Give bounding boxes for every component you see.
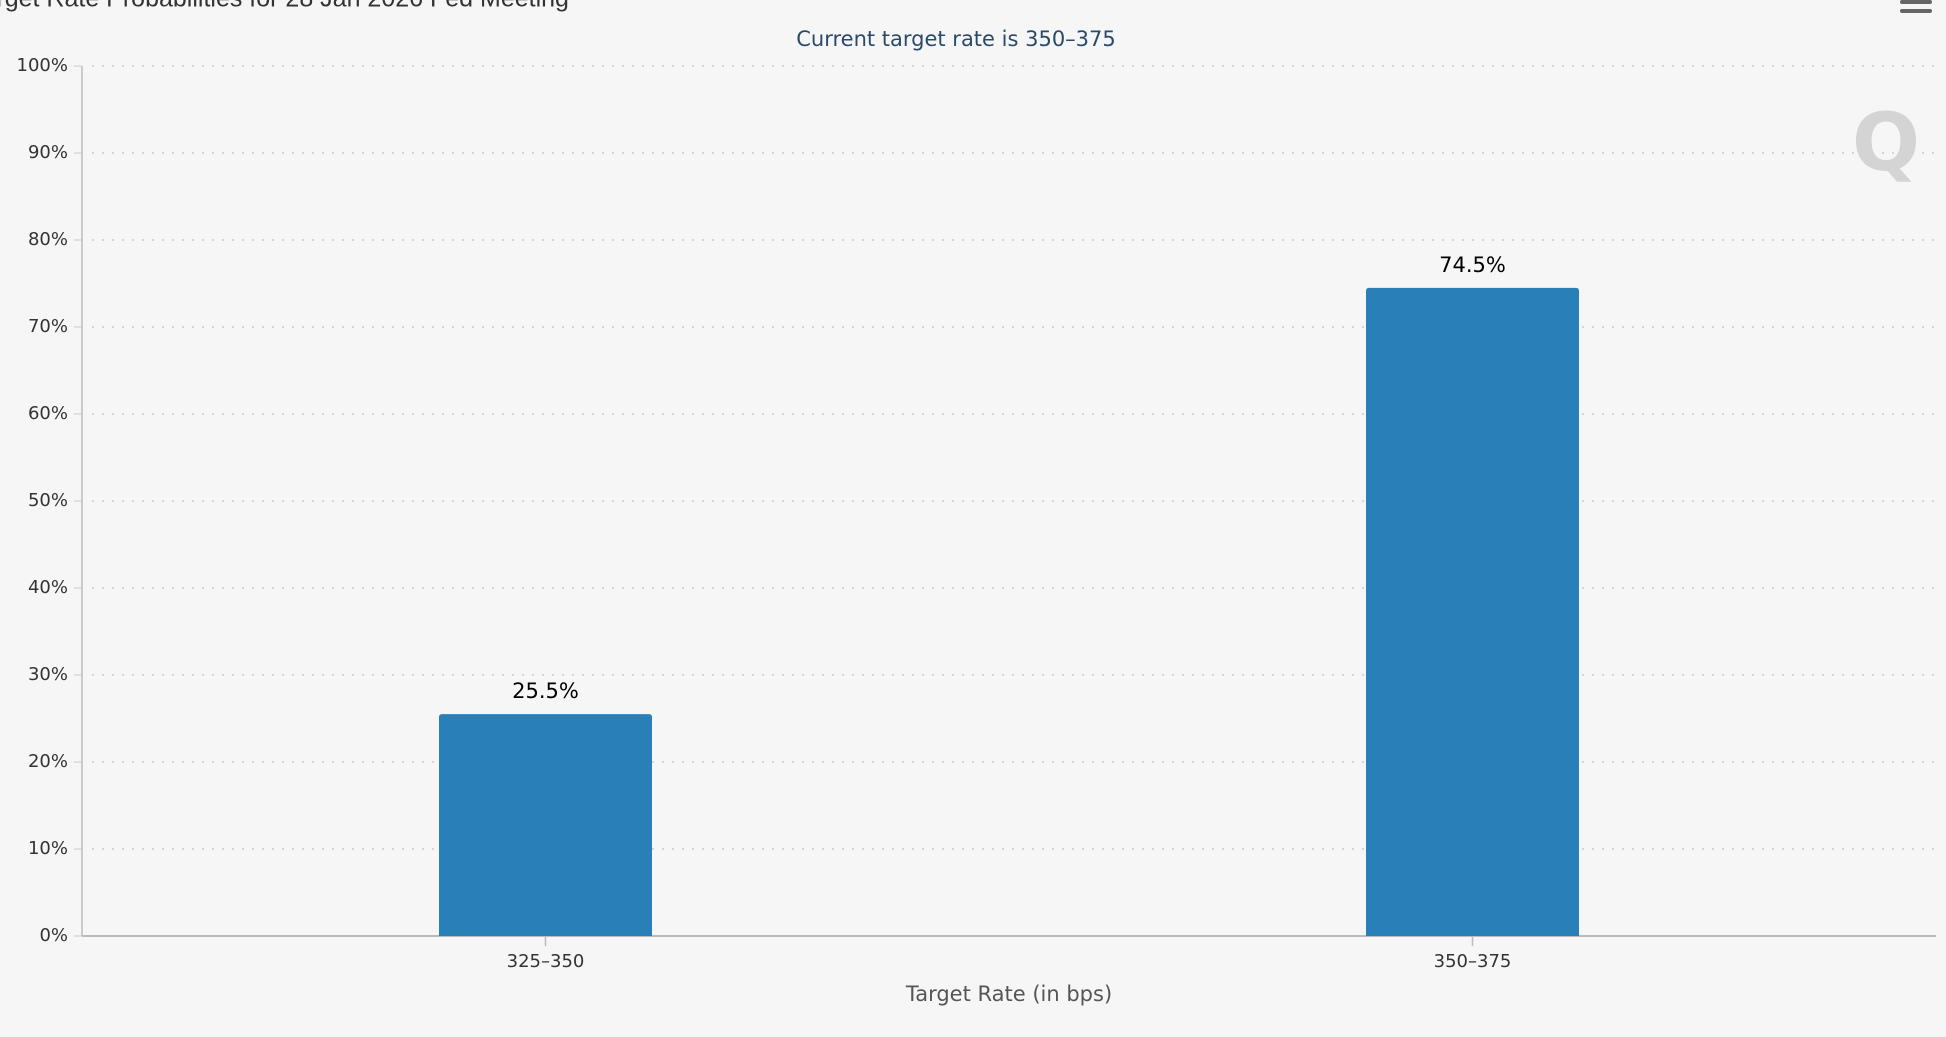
data-label: 25.5%: [512, 679, 579, 703]
y-tick-label: 80%: [28, 229, 68, 250]
bar: [439, 714, 652, 936]
y-tick-label: 90%: [28, 142, 68, 163]
menu-bar[interactable]: [1900, 0, 1932, 4]
y-tick-label: 30%: [28, 664, 68, 685]
y-tick-label: 0%: [39, 925, 68, 946]
bar: [1366, 287, 1579, 937]
y-tick-label: 100%: [17, 55, 68, 76]
watermark-logo: Q: [1852, 96, 1920, 189]
x-axis-title: Target Rate (in bps): [905, 982, 1112, 1006]
menu-bar[interactable]: [1900, 9, 1932, 13]
x-tick-label: 325–350: [507, 951, 585, 972]
y-tick-label: 20%: [28, 751, 68, 772]
x-tick-label: 350–375: [1434, 951, 1512, 972]
chart-title: Target Rate Probabilities for 28 Jan 202…: [0, 0, 569, 13]
y-tick-label: 60%: [28, 403, 68, 424]
y-tick-label: 50%: [28, 490, 68, 511]
chart-subtitle: Current target rate is 350–375: [796, 27, 1116, 51]
y-tick-label: 70%: [28, 316, 68, 337]
y-tick-label: 40%: [28, 577, 68, 598]
menu-icon[interactable]: [1900, 0, 1932, 13]
data-label: 74.5%: [1439, 253, 1506, 277]
y-tick-label: 10%: [28, 838, 68, 859]
